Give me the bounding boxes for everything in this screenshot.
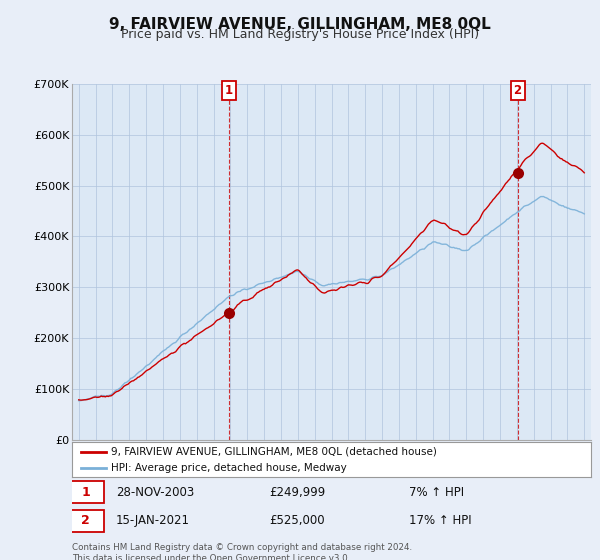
Text: £525,000: £525,000 [269, 515, 325, 528]
Text: 2: 2 [514, 84, 521, 97]
Text: 9, FAIRVIEW AVENUE, GILLINGHAM, ME8 0QL: 9, FAIRVIEW AVENUE, GILLINGHAM, ME8 0QL [109, 17, 491, 32]
Text: 9, FAIRVIEW AVENUE, GILLINGHAM, ME8 0QL (detached house): 9, FAIRVIEW AVENUE, GILLINGHAM, ME8 0QL … [111, 447, 437, 457]
FancyBboxPatch shape [67, 482, 104, 503]
Text: HPI: Average price, detached house, Medway: HPI: Average price, detached house, Medw… [111, 463, 347, 473]
Text: Contains HM Land Registry data © Crown copyright and database right 2024.
This d: Contains HM Land Registry data © Crown c… [72, 543, 412, 560]
FancyBboxPatch shape [67, 510, 104, 532]
Text: 28-NOV-2003: 28-NOV-2003 [116, 486, 194, 499]
Text: 1: 1 [225, 84, 233, 97]
Text: 15-JAN-2021: 15-JAN-2021 [116, 515, 190, 528]
Text: 17% ↑ HPI: 17% ↑ HPI [409, 515, 472, 528]
Text: 7% ↑ HPI: 7% ↑ HPI [409, 486, 464, 499]
Text: 2: 2 [81, 515, 90, 528]
Text: Price paid vs. HM Land Registry's House Price Index (HPI): Price paid vs. HM Land Registry's House … [121, 28, 479, 41]
Text: £249,999: £249,999 [269, 486, 325, 499]
Text: 1: 1 [81, 486, 90, 499]
